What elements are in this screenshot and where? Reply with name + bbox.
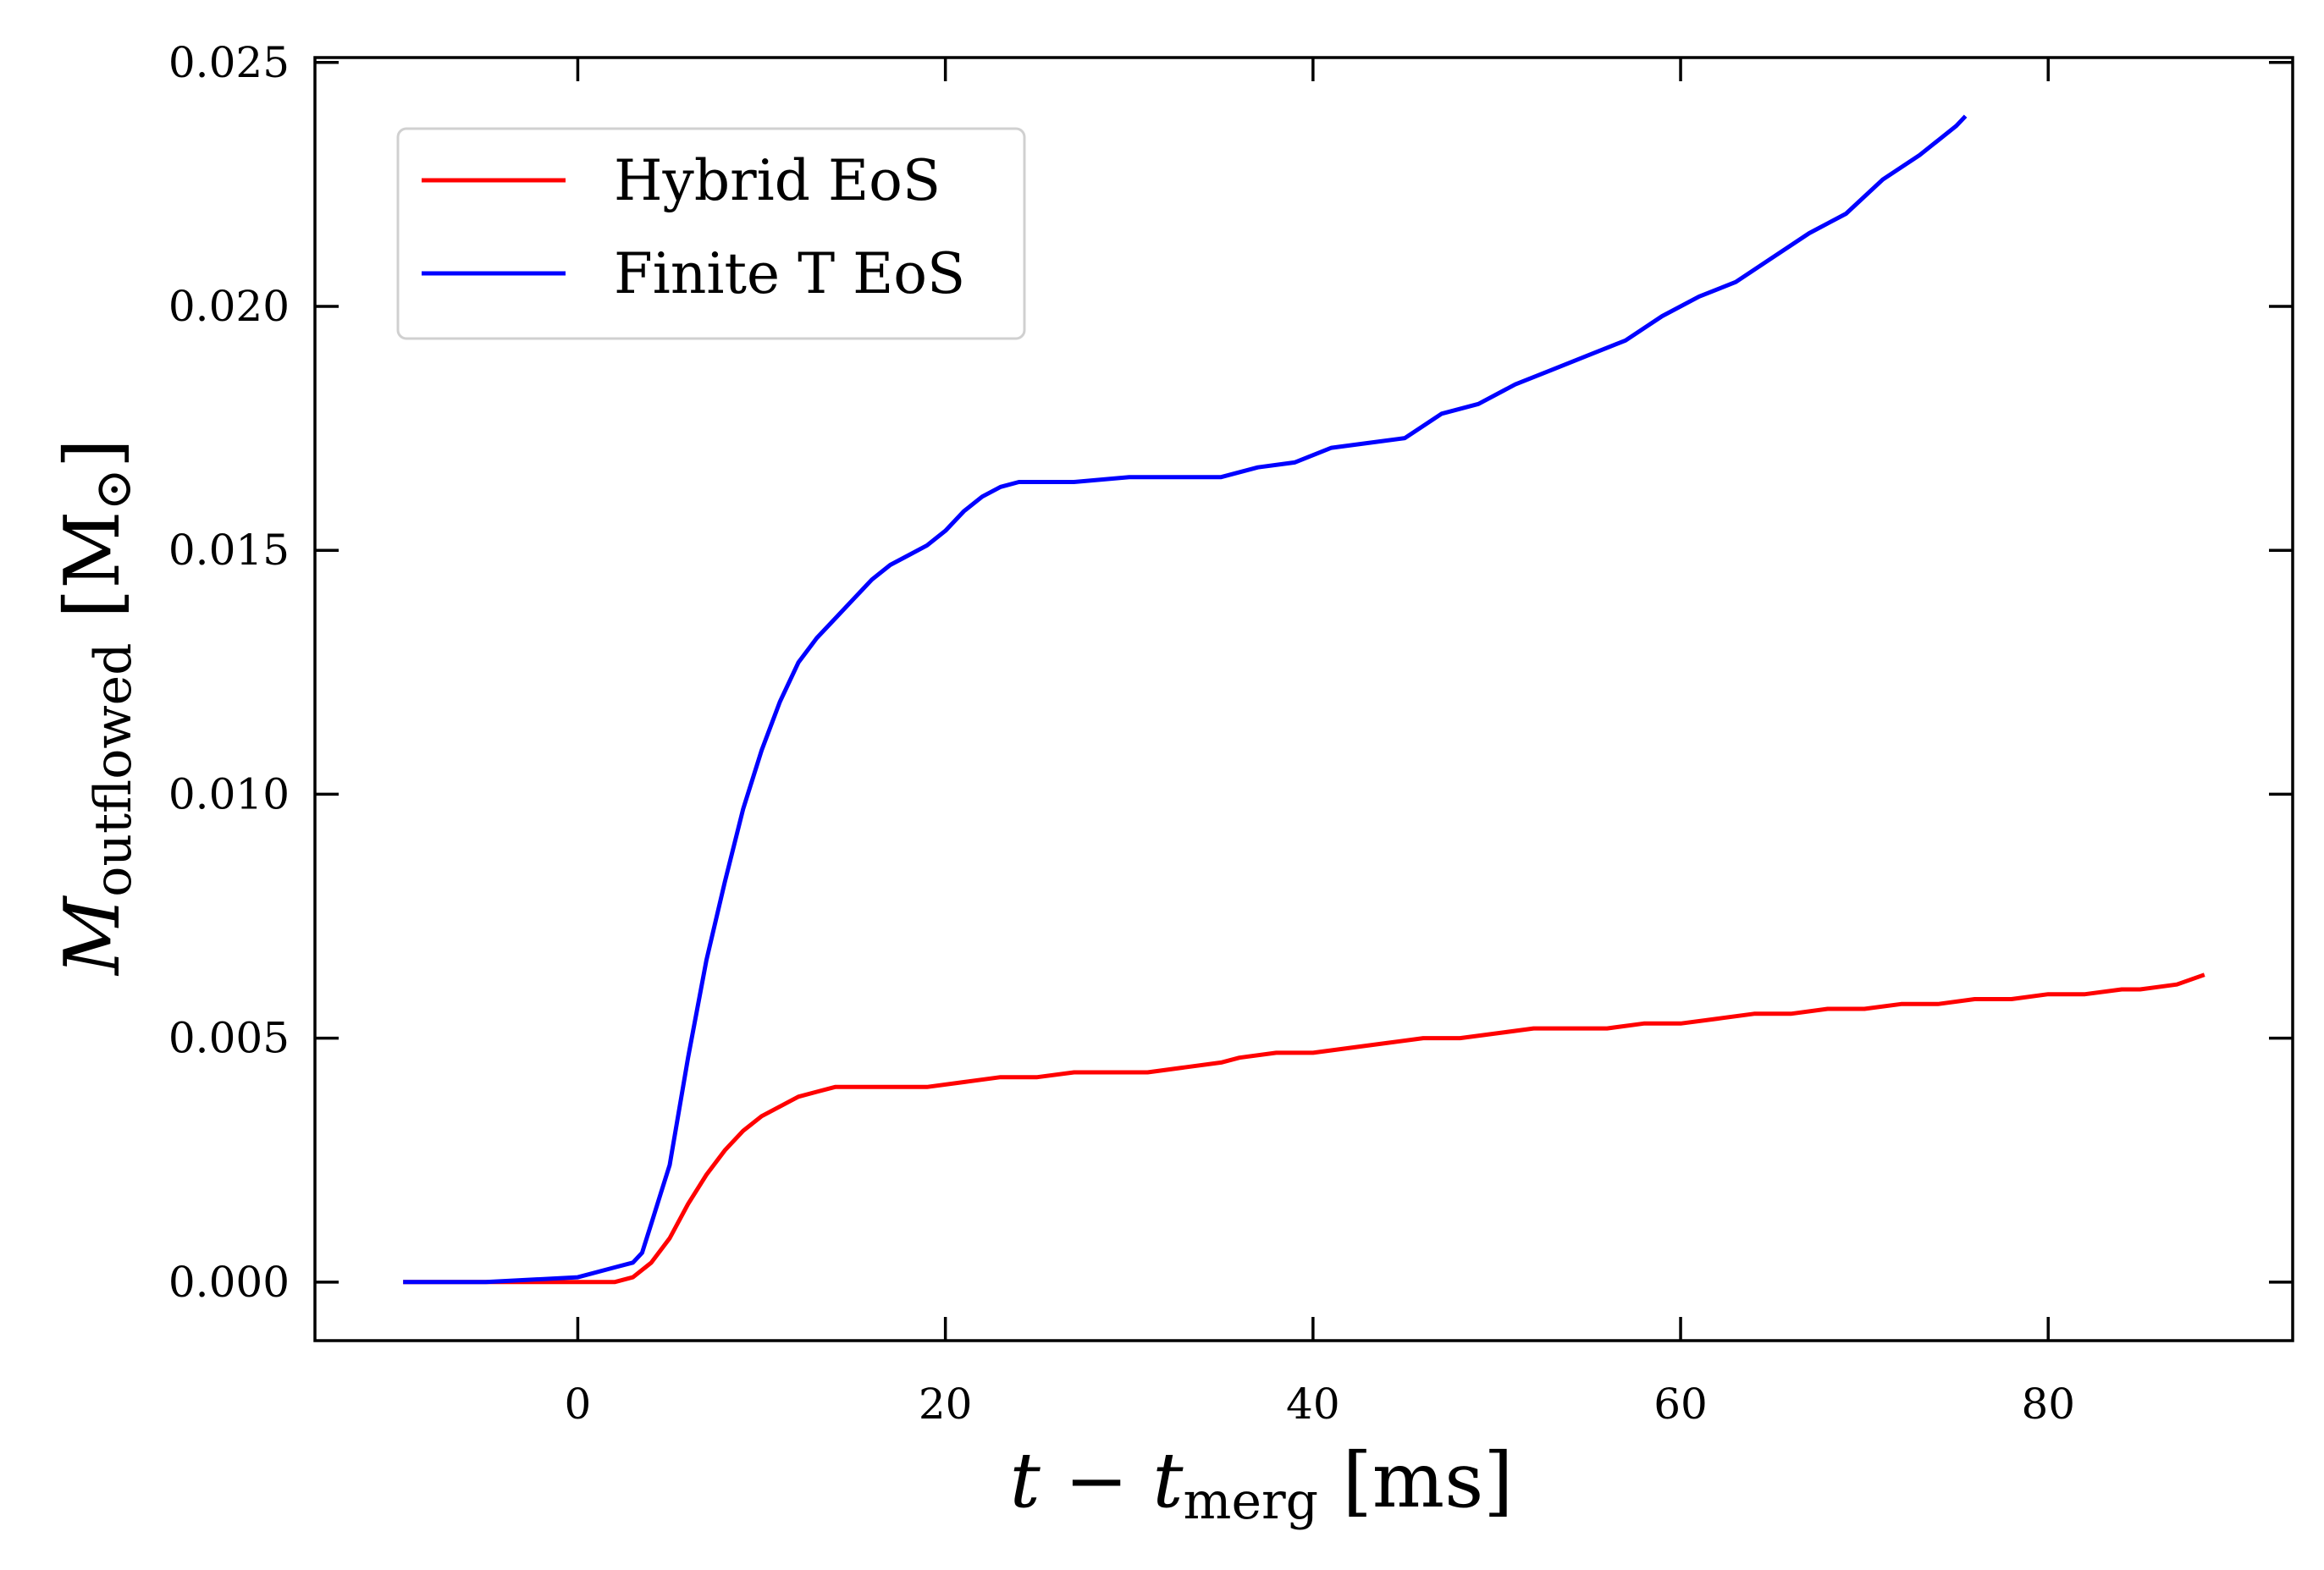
x-axis-label-unit: [ms] <box>1318 1436 1513 1525</box>
x-tick-label: 20 <box>919 1380 973 1429</box>
series-line-hybrid-eos <box>403 972 2205 1285</box>
legend-label-finite: Finite T EoS <box>614 241 965 306</box>
y-tick-label: 0.010 <box>168 769 290 818</box>
y-axis-label-unit: [M <box>48 511 137 643</box>
y-tick-label: 0.020 <box>168 282 290 331</box>
legend-label-hybrid: Hybrid EoS <box>614 148 941 213</box>
y-axis-label-sub: outflowed <box>84 642 143 896</box>
y-axis-label-unit-sub: ⊙ <box>84 468 143 510</box>
y-tick-label: 0.015 <box>168 526 290 575</box>
x-axis-label-main: t − t <box>1010 1436 1184 1525</box>
series-layer <box>403 114 2205 1285</box>
x-axis-label-sub: merg <box>1184 1472 1319 1531</box>
series-line-finite-t-eos <box>403 114 1968 1285</box>
x-axis-label: t − tmerg [ms] <box>1010 1436 1514 1531</box>
plot-frame <box>313 56 2294 1342</box>
x-tick-label: 40 <box>1286 1380 1340 1429</box>
x-tick-label: 0 <box>565 1380 592 1429</box>
tick-layer: 0 20 40 60 80 0.000 0.005 0.010 0.015 0.020 0.025 <box>168 38 2293 1429</box>
x-tick-label: 60 <box>1653 1380 1708 1429</box>
x-tick-label: 80 <box>2021 1380 2075 1429</box>
legend: Hybrid EoS Finite T EoS <box>396 127 1026 340</box>
y-tick-label: 0.025 <box>168 38 290 87</box>
y-axis-label-unit-close: ] <box>48 438 137 468</box>
y-tick-label: 0.000 <box>168 1258 290 1307</box>
y-axis-label: Moutflowed [M⊙] <box>48 438 143 977</box>
y-tick-label: 0.005 <box>168 1014 290 1063</box>
y-axis-label-main: M <box>48 895 137 977</box>
